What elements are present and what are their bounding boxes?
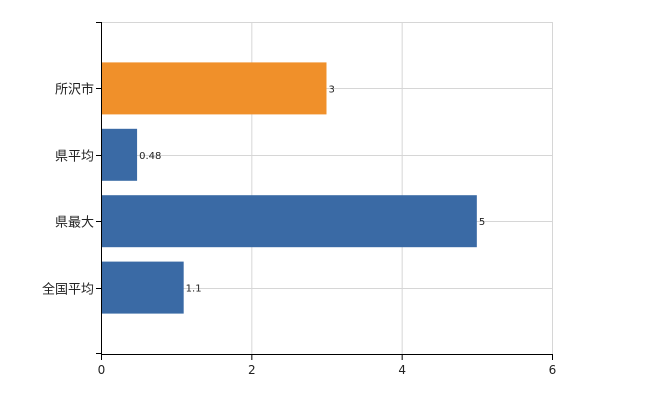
- value-label-3: 5: [479, 217, 485, 228]
- x-tick-label-3: 4: [398, 363, 406, 377]
- category-label-3: 県最大: [55, 216, 94, 231]
- category-label-2: 県平均: [55, 150, 94, 165]
- x-tick-label-4: 6: [549, 363, 557, 377]
- bar-2: [101, 128, 138, 181]
- category-label-4: 全国平均: [42, 282, 94, 298]
- bar-4: [101, 261, 184, 314]
- value-label-2: 0.48: [139, 151, 161, 162]
- category-label-1: 所沢市: [55, 82, 94, 98]
- bars: [101, 62, 477, 314]
- bar-3: [101, 195, 477, 248]
- value-label-1: 3: [329, 84, 335, 95]
- bar-1: [101, 62, 327, 115]
- value-label-4: 1.1: [186, 284, 202, 295]
- axes: [96, 22, 553, 360]
- x-tick-label-1: 0: [98, 363, 106, 377]
- x-tick-label-2: 2: [248, 363, 256, 377]
